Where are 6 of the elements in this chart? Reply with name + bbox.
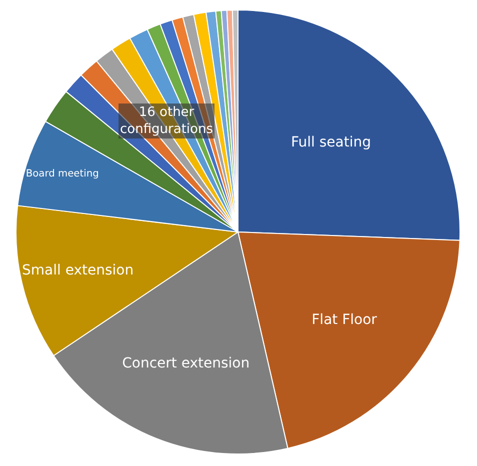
slice-label: Full seating xyxy=(290,134,371,150)
slice-label: Board meeting xyxy=(26,168,99,180)
text: 16 other configurations xyxy=(120,105,214,137)
slice-label: Small extension xyxy=(22,262,134,278)
slice-label: Flat Floor xyxy=(312,312,378,328)
slice-label: Concert extension xyxy=(122,356,250,372)
